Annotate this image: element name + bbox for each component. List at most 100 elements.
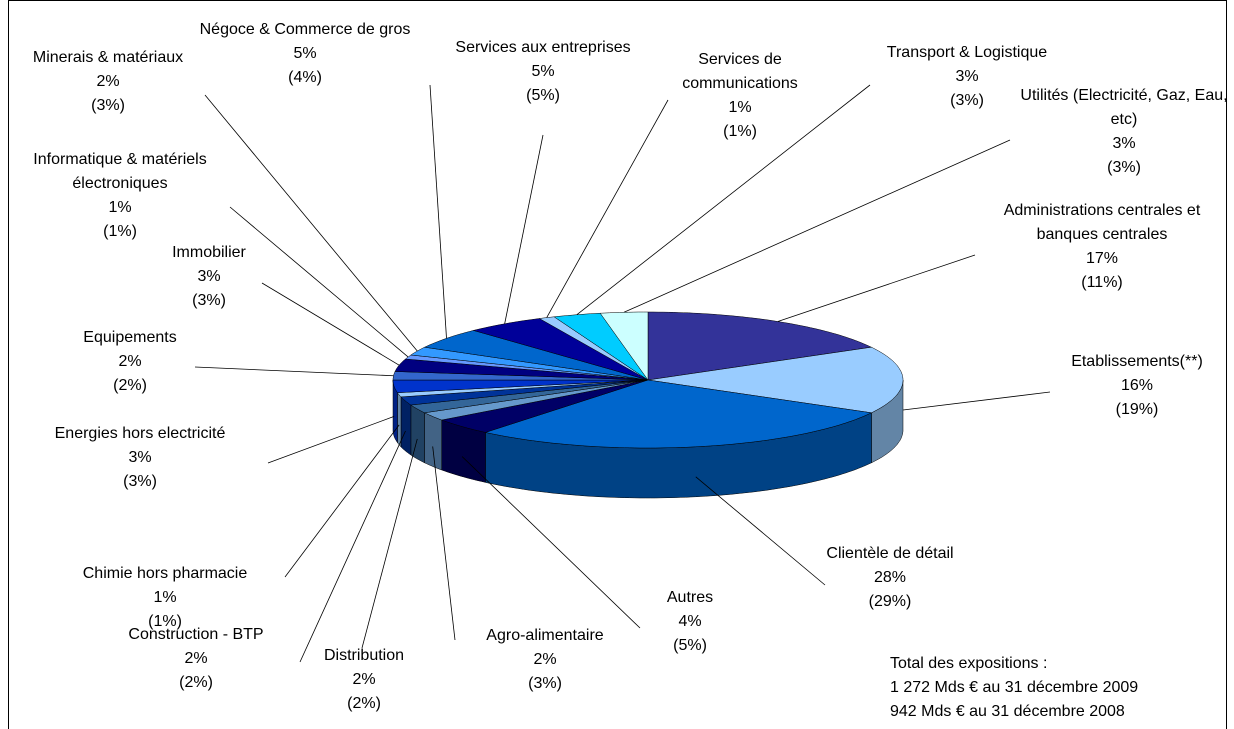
leader-line (204, 94, 418, 352)
category-label: Négoce & Commerce de gros (199, 21, 411, 38)
note: Total des expositions : (890, 655, 1048, 672)
slice-label: Distribution 2% (2%) (304, 644, 424, 716)
value-label: 5% (293, 45, 317, 62)
leader-line (299, 430, 406, 663)
note: 1 272 Mds € au 31 décembre 2009 (890, 679, 1139, 696)
slice-label: Utilités (Electricité, Gaz, Eau, etc) 3% (… (1019, 84, 1229, 180)
slice (423, 379, 649, 421)
prior-label: (3%) (1107, 159, 1141, 176)
prior-label: (19%) (1115, 401, 1159, 418)
note: 942 Mds € au 31 décembre 2008 (890, 703, 1125, 720)
leader-line (546, 99, 669, 318)
value-label: 3% (197, 268, 221, 285)
leader-line (504, 134, 544, 324)
leader-line (432, 446, 456, 641)
category-label: Transport & Logistique (886, 44, 1048, 61)
leader-line (461, 456, 641, 629)
category-label: Construction - BTP (128, 626, 264, 643)
category-label: Distribution (323, 647, 405, 664)
prior-label: (5%) (673, 637, 707, 654)
slice-label: Négoce & Commerce de gros 5% (4%) (195, 18, 415, 90)
slice-label: Energies hors electricité 3% (3%) (20, 422, 260, 494)
notes: Total des expositions : 1 272 Mds € au 3… (890, 652, 1138, 724)
category-label: Informatique & matériels électroniques (33, 151, 207, 192)
category-label: Agro-alimentaire (486, 627, 604, 644)
slice (400, 379, 649, 406)
prior-label: (5%) (526, 87, 560, 104)
value-label: 4% (678, 613, 702, 630)
slice (410, 379, 649, 414)
slice-label: Equipements 2% (2%) (30, 326, 230, 398)
category-label: Etablissements(**) (1071, 353, 1203, 370)
leader-line (902, 391, 1051, 411)
category-label: Administrations centrales et banques cen… (1003, 202, 1201, 243)
leader-line (284, 424, 400, 578)
category-label: Chimie hors pharmacie (82, 565, 248, 582)
prior-label: (29%) (868, 593, 912, 610)
value-label: 2% (533, 651, 557, 668)
slice-label: Autres 4% (5%) (630, 586, 750, 658)
slice-label: Informatique & matériels électroniques 1%… (5, 148, 235, 244)
slice-label: Chimie hors pharmacie 1% (1%) (55, 562, 275, 634)
category-label: Services aux entreprises (455, 39, 631, 56)
slice-label: Construction - BTP 2% (2%) (96, 623, 296, 695)
prior-label: (2%) (347, 695, 381, 712)
value-label: 28% (873, 569, 907, 586)
category-label: Immobilier (172, 244, 246, 261)
slice-label: Administrations centrales et banques cen… (982, 199, 1222, 295)
slice-side (400, 396, 412, 456)
category-label: Autres (666, 589, 714, 606)
leader-line (229, 206, 409, 358)
slice-label: Minerais & matériaux 2% (3%) (0, 46, 218, 118)
slice-side (424, 412, 442, 471)
prior-label: (3%) (528, 675, 562, 692)
slice-label: Transport & Logistique 3% (3%) (877, 41, 1057, 113)
category-label: Energies hors electricité (54, 425, 226, 442)
slice (484, 379, 873, 449)
leader-line (429, 84, 447, 339)
value-label: 2% (96, 73, 120, 90)
slice (392, 379, 649, 393)
prior-label: (3%) (91, 97, 125, 114)
prior-label: (3%) (123, 473, 157, 490)
prior-label: (1%) (103, 223, 137, 240)
category-label: Equipements (83, 329, 177, 346)
value-label: 1% (108, 199, 132, 216)
value-label: 3% (128, 449, 152, 466)
leader-line (267, 416, 395, 464)
value-label: 2% (184, 650, 208, 667)
slice (472, 318, 649, 381)
slice-label: Agro-alimentaire 2% (3%) (445, 624, 645, 696)
prior-label: (2%) (113, 377, 147, 394)
prior-label: (3%) (950, 92, 984, 109)
slice-side (397, 391, 402, 448)
leader-line (361, 438, 418, 649)
slice-label: Clientèle de détail 28% (29%) (790, 542, 990, 614)
leader-line (194, 366, 394, 377)
leader-line (261, 282, 400, 366)
value-label: 1% (728, 99, 752, 116)
prior-label: (2%) (179, 674, 213, 691)
category-label: Minerais & matériaux (32, 49, 184, 66)
value-label: 5% (531, 63, 555, 80)
slice-label: Services aux entreprises 5% (5%) (423, 36, 663, 108)
value-label: 2% (118, 353, 142, 370)
slice (410, 346, 649, 381)
prior-label: (11%) (1081, 274, 1123, 291)
slice-label: Etablissements(**) 16% (19%) (1037, 350, 1234, 422)
slice-label: Immobilier 3% (3%) (149, 241, 269, 313)
value-label: 16% (1120, 377, 1154, 394)
slice (647, 311, 873, 381)
slice (599, 311, 649, 381)
value-label: 3% (1112, 135, 1136, 152)
leader-line (777, 254, 976, 322)
category-label: Clientèle de détail (826, 545, 954, 562)
frame (8, 0, 1227, 729)
category-label: Utilités (Electricité, Gaz, Eau, etc) (1020, 87, 1228, 128)
value-label: 2% (352, 671, 376, 688)
leader-line (623, 139, 1011, 313)
prior-label: (4%) (288, 69, 322, 86)
prior-label: (3%) (192, 292, 226, 309)
value-label: 17% (1085, 250, 1119, 267)
